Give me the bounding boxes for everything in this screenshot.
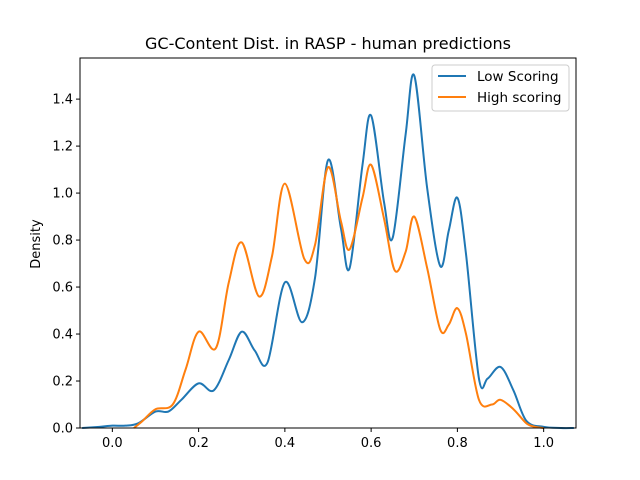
x-tick-label: 0.6 [361, 436, 382, 451]
x-tick-label: 0.4 [275, 436, 296, 451]
chart-title: GC-Content Dist. in RASP - human predict… [145, 34, 511, 53]
y-tick-label: 0.6 [52, 281, 73, 296]
plot-frame [79, 57, 577, 429]
legend: Low Scoring High scoring [431, 64, 570, 112]
y-tick-label: 0.8 [52, 234, 73, 249]
y-tick-label: 0.2 [52, 375, 73, 390]
legend-box [431, 64, 570, 112]
y-tick-label: 0.4 [52, 328, 73, 343]
x-tick-label: 0.2 [188, 436, 209, 451]
ticks-layer: 0.0 0.2 0.4 0.6 0.8 1.0 0.0 0.2 0.4 0.6 0.8 1.0 1.2 1… [52, 93, 554, 451]
x-tick-label: 0.0 [102, 436, 123, 451]
y-axis-label: Density [29, 219, 44, 269]
series-line-low-scoring [82, 73, 574, 430]
y-tick-label: 1.2 [52, 140, 73, 155]
legend-label-high-scoring: High scoring [477, 90, 561, 106]
series-layer [82, 73, 574, 430]
y-tick-label: 0.0 [52, 422, 73, 437]
legend-label-low-scoring: Low Scoring [477, 69, 559, 85]
x-tick-label: 1.0 [533, 436, 554, 451]
y-tick-label: 1.4 [52, 93, 73, 108]
x-tick-label: 0.8 [447, 436, 468, 451]
y-tick-label: 1.0 [52, 187, 73, 202]
series-line-high-scoring [133, 163, 544, 429]
